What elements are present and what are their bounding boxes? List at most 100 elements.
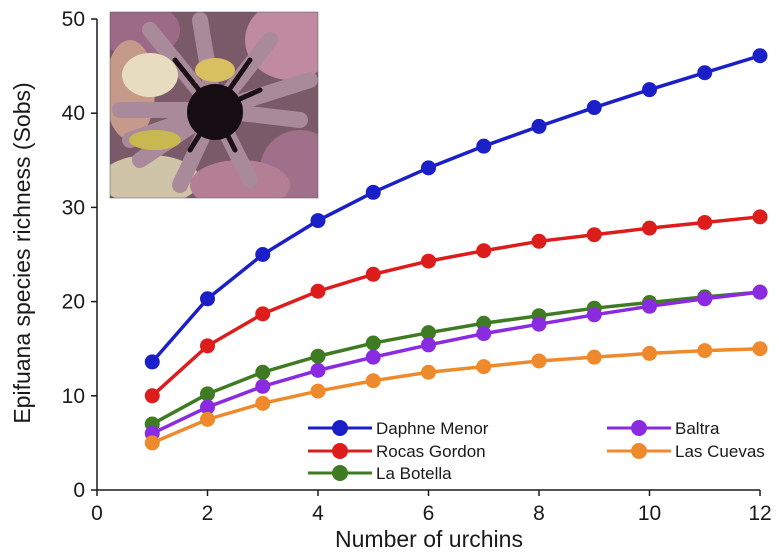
series-line	[151, 290, 761, 426]
legend-item: Daphne Menor	[308, 419, 489, 438]
rock-patch	[190, 160, 290, 198]
legend-marker	[332, 443, 348, 459]
data-point	[697, 65, 713, 81]
legend-item: La Botella	[308, 464, 452, 483]
data-point	[255, 378, 271, 394]
x-tick-label: 0	[91, 502, 103, 525]
yellow-patch	[195, 58, 235, 82]
data-point	[752, 48, 768, 64]
data-point	[310, 213, 326, 229]
data-point	[476, 326, 492, 342]
data-point	[642, 345, 657, 361]
legend-label: Rocas Gordon	[376, 442, 486, 461]
legend-item: Baltra	[607, 419, 720, 438]
data-point	[421, 364, 436, 380]
urchin-photo-inset	[109, 11, 319, 199]
sponge-patch	[122, 53, 178, 97]
x-axis-title: Number of urchins	[335, 526, 523, 552]
legend-label: Baltra	[675, 419, 720, 438]
data-point	[476, 243, 492, 259]
legend-label: La Botella	[376, 464, 452, 483]
series-las-cuevas	[144, 341, 768, 451]
data-point	[200, 291, 215, 307]
data-point	[255, 364, 271, 380]
data-point	[310, 348, 326, 364]
data-point	[476, 315, 492, 331]
data-point	[144, 435, 160, 451]
data-point	[586, 100, 602, 116]
legend-marker	[631, 420, 647, 436]
x-tick-label: 10	[638, 502, 661, 525]
data-point	[421, 325, 436, 341]
data-point	[697, 214, 713, 230]
y-tick-label: 10	[62, 385, 85, 408]
data-point	[365, 349, 381, 365]
y-axis-title: Epifuana species richness (Sobs)	[9, 82, 35, 423]
series-line	[150, 54, 761, 364]
rock-patch	[245, 12, 318, 80]
series-line	[151, 346, 761, 445]
urchin-body	[187, 84, 243, 140]
data-point	[586, 227, 602, 243]
series-line	[151, 215, 761, 398]
series-daphne-menor	[144, 48, 768, 370]
data-point	[697, 291, 713, 307]
data-point	[752, 209, 768, 225]
data-point	[144, 354, 160, 370]
photo-content	[110, 12, 318, 198]
y-tick-label: 20	[62, 291, 85, 314]
y-tick-label: 40	[62, 102, 85, 125]
data-point	[697, 343, 713, 359]
data-point	[310, 383, 326, 399]
data-point	[531, 316, 547, 332]
data-point	[531, 233, 547, 249]
series-line	[151, 290, 761, 436]
y-tick-label: 50	[62, 8, 85, 31]
y-tick-label: 0	[73, 479, 85, 502]
data-point	[586, 349, 602, 365]
legend-label: Las Cuevas	[675, 442, 765, 461]
data-point	[476, 138, 492, 154]
legend-marker	[332, 420, 348, 436]
x-tick-label: 4	[312, 502, 324, 525]
data-point	[642, 298, 657, 314]
data-point	[421, 337, 436, 353]
data-point	[752, 341, 768, 357]
legend-item: Las Cuevas	[607, 442, 765, 461]
x-tick-label: 8	[533, 502, 545, 525]
data-point	[365, 335, 381, 351]
data-point	[531, 118, 547, 134]
data-point	[200, 399, 215, 415]
data-point	[586, 307, 602, 323]
y-tick-label: 30	[62, 196, 85, 219]
x-tick-label: 12	[748, 502, 771, 525]
data-point	[365, 184, 381, 200]
legend-label: Daphne Menor	[376, 419, 489, 438]
axes: 0 2 4 6 8 10 12 0 10 20 30 40 50	[62, 8, 772, 525]
x-tick-label: 2	[202, 502, 214, 525]
data-point	[642, 82, 657, 98]
legend-item: Rocas Gordon	[308, 442, 486, 461]
data-point	[365, 373, 381, 389]
data-point	[476, 359, 492, 375]
data-point	[255, 395, 271, 411]
data-point	[200, 386, 215, 402]
series-rocas-gordon	[144, 209, 768, 404]
data-point	[642, 220, 657, 236]
data-point	[531, 353, 547, 369]
data-point	[752, 284, 768, 300]
data-point	[200, 411, 215, 427]
x-tick-label: 6	[423, 502, 435, 525]
data-point	[144, 388, 160, 404]
legend-marker	[631, 443, 647, 459]
data-point	[255, 247, 271, 262]
data-point	[200, 338, 215, 354]
legend-marker	[332, 465, 348, 481]
series-layer	[144, 48, 768, 451]
data-point	[421, 160, 436, 176]
data-point	[310, 283, 326, 299]
data-point	[421, 253, 436, 269]
series-baltra	[144, 284, 768, 441]
photo-frame	[109, 11, 319, 199]
